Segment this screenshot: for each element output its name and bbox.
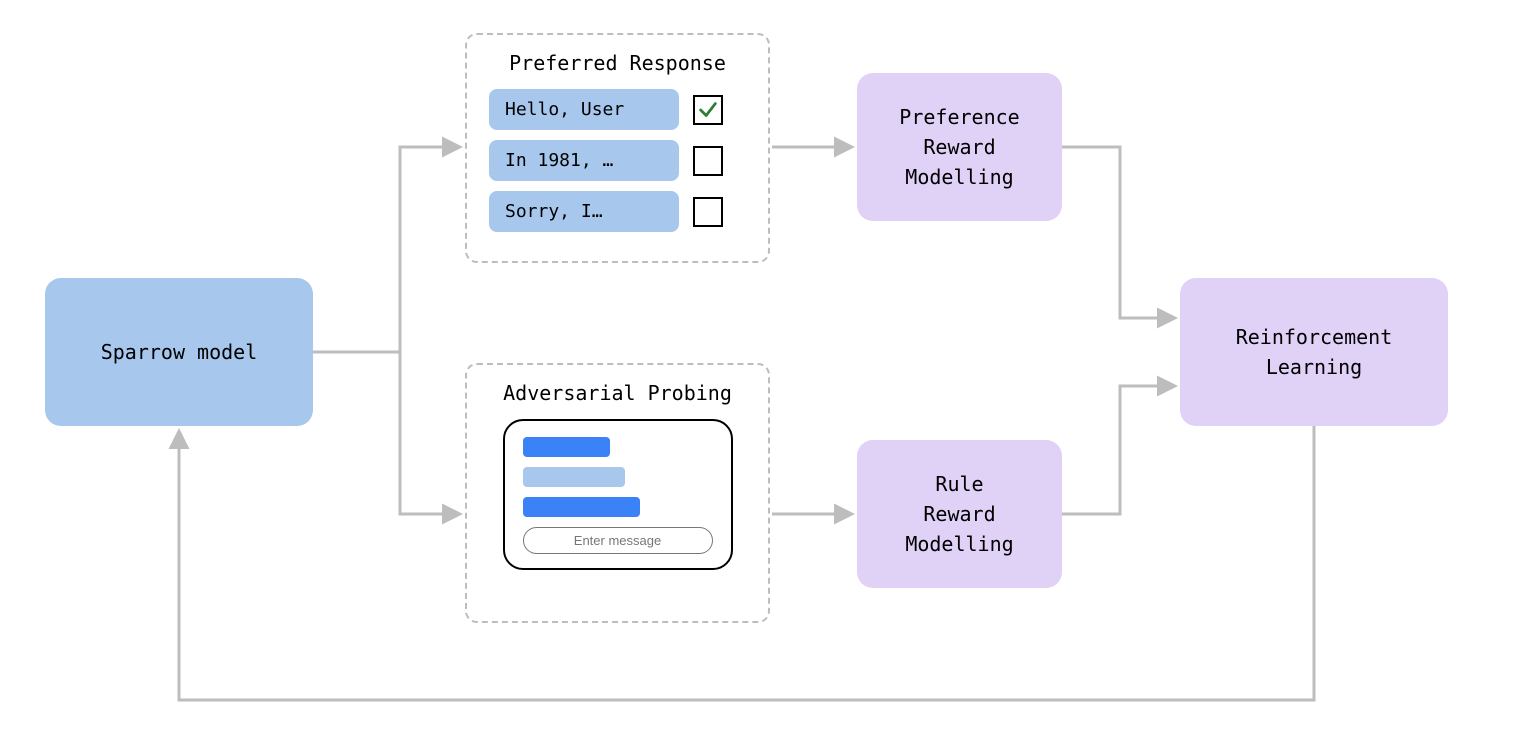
panel-preferred-response: Preferred Response Hello, User In 1981, …	[465, 33, 770, 263]
node-label: Sparrow model	[101, 337, 258, 367]
response-row: In 1981, …	[489, 140, 746, 181]
node-label: Preference Reward Modelling	[899, 102, 1019, 192]
node-label: Reinforcement Learning	[1236, 322, 1393, 382]
chat-input-placeholder: Enter message	[523, 527, 713, 554]
response-pill: Hello, User	[489, 89, 679, 130]
checkbox-checked	[693, 95, 723, 125]
response-pill: In 1981, …	[489, 140, 679, 181]
response-row: Hello, User	[489, 89, 746, 130]
check-icon	[697, 99, 719, 121]
chat-message-bar	[523, 437, 610, 457]
checkbox-empty	[693, 146, 723, 176]
edge-sparrow-to-adversarial	[313, 352, 457, 514]
edge-sparrow-to-preferred	[313, 147, 457, 352]
chat-message-bar	[523, 497, 641, 517]
panel-title: Preferred Response	[489, 51, 746, 75]
node-sparrow-model: Sparrow model	[45, 278, 313, 426]
chat-window: Enter message	[503, 419, 733, 570]
node-label: Rule Reward Modelling	[905, 469, 1013, 559]
node-preference-reward: Preference Reward Modelling	[857, 73, 1062, 221]
node-rule-reward: Rule Reward Modelling	[857, 440, 1062, 588]
edge-rulereward-to-rl	[1062, 386, 1172, 514]
panel-adversarial-probing: Adversarial Probing Enter message	[465, 363, 770, 623]
edge-prefreward-to-rl	[1062, 147, 1172, 318]
checkbox-empty	[693, 197, 723, 227]
panel-title: Adversarial Probing	[489, 381, 746, 405]
node-reinforcement-learning: Reinforcement Learning	[1180, 278, 1448, 426]
response-pill: Sorry, I…	[489, 191, 679, 232]
chat-message-bar	[523, 467, 626, 487]
response-row: Sorry, I…	[489, 191, 746, 232]
